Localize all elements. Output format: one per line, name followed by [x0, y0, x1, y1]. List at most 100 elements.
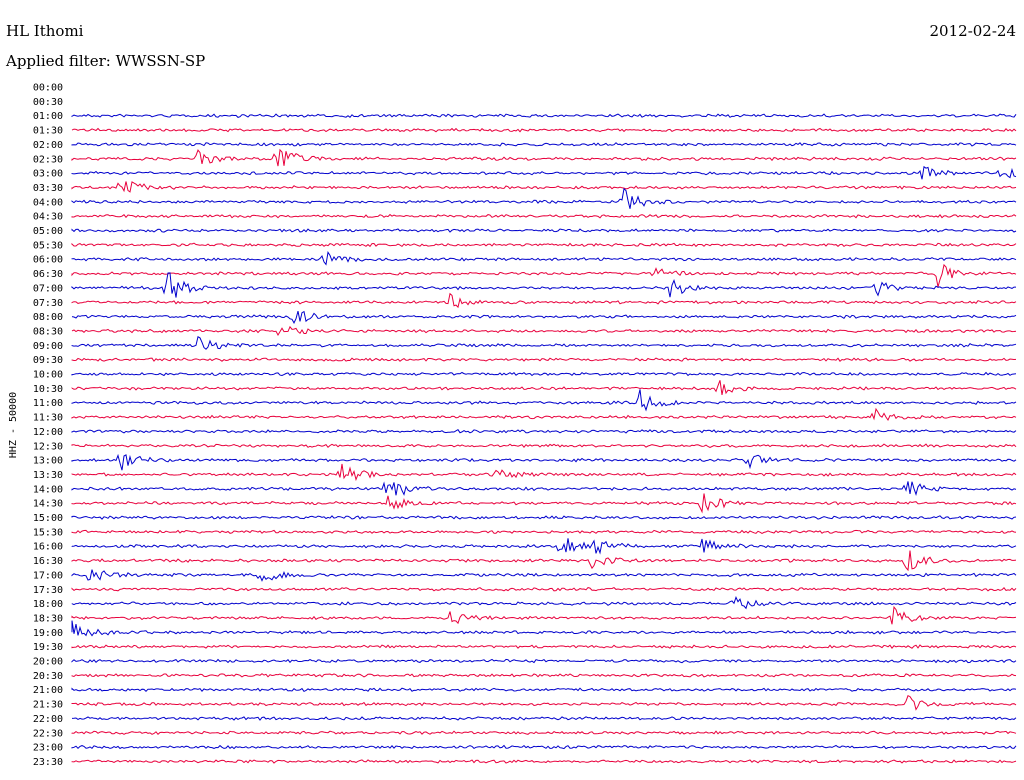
time-tick-label: 16:30	[33, 556, 63, 567]
time-tick-label: 04:30	[33, 212, 63, 223]
trace-line	[71, 620, 1017, 637]
time-tick-label: 20:30	[33, 671, 63, 682]
time-tick-label: 14:30	[33, 499, 63, 510]
trace-line	[71, 325, 1017, 337]
trace-line	[71, 181, 1017, 193]
y-axis-label: HHZ - 50000	[8, 392, 19, 458]
filter-label: Applied filter: WWSSN-SP	[5, 52, 205, 70]
time-tick-label: 11:00	[33, 398, 63, 409]
trace-line	[71, 127, 1017, 133]
trace-line	[71, 759, 1017, 764]
trace-line	[71, 272, 1016, 298]
time-tick-label: 10:00	[33, 370, 63, 381]
time-tick-label: 04:00	[33, 197, 63, 208]
trace-line	[71, 596, 1017, 610]
time-tick-label: 07:00	[33, 283, 63, 294]
trace-line	[71, 242, 1017, 248]
time-tick-label: 23:00	[33, 743, 63, 754]
trace-line	[71, 380, 1017, 395]
time-tick-label: 22:00	[33, 714, 63, 725]
time-tick-label: 09:00	[33, 341, 63, 352]
trace-line	[71, 493, 1017, 514]
trace-line	[71, 744, 1017, 750]
trace-line	[71, 658, 1017, 664]
trace-line	[71, 228, 1017, 233]
time-tick-label: 01:30	[33, 126, 63, 137]
time-tick-label: 18:00	[33, 599, 63, 610]
time-tick-label: 14:00	[33, 484, 63, 495]
time-tick-label: 08:30	[33, 326, 63, 337]
time-tick-label: 01:00	[33, 111, 63, 122]
time-tick-label: 17:30	[33, 585, 63, 596]
trace-line	[71, 371, 1017, 377]
date-label: 2012-02-24	[930, 22, 1016, 40]
trace-line	[71, 453, 1017, 471]
time-tick-label: 00:30	[33, 97, 63, 108]
trace-line	[71, 213, 1017, 219]
time-tick-label: 23:30	[33, 757, 63, 768]
trace-line	[71, 407, 1017, 422]
time-tick-label: 02:00	[33, 140, 63, 151]
trace-line	[71, 550, 1017, 572]
time-tick-label: 12:30	[33, 441, 63, 452]
time-tick-label: 00:00	[33, 83, 63, 94]
time-tick-label: 17:00	[33, 570, 63, 581]
trace-line	[71, 529, 1017, 534]
trace-line	[71, 687, 1017, 693]
trace-line	[71, 357, 1017, 362]
time-tick-label: 06:00	[33, 255, 63, 266]
time-tick-label: 19:30	[33, 642, 63, 653]
time-tick-label: 20:00	[33, 657, 63, 668]
trace-line	[71, 673, 1017, 678]
trace-line	[71, 605, 1017, 625]
trace-line	[71, 644, 1017, 650]
trace-line	[71, 538, 1017, 555]
time-tick-label: 09:30	[33, 355, 63, 366]
time-tick-label: 15:30	[33, 527, 63, 538]
time-tick-label: 05:30	[33, 240, 63, 251]
trace-line	[71, 165, 1017, 180]
trace-line	[71, 292, 1017, 309]
time-tick-label: 03:30	[33, 183, 63, 194]
trace-line	[71, 515, 1017, 520]
trace-line	[71, 113, 1017, 119]
trace-line	[71, 187, 1017, 209]
trace-line	[71, 250, 1017, 266]
time-tick-label: 16:00	[33, 542, 63, 553]
trace-line	[71, 695, 1017, 711]
time-tick-label: 21:30	[33, 700, 63, 711]
time-tick-label: 11:30	[33, 413, 63, 424]
trace-line	[71, 587, 1017, 592]
time-tick-labels: 00:00 00:30 01:00 01:30 02:00 02:30 03:00 03:30…	[33, 83, 63, 768]
trace-line	[71, 142, 1017, 147]
station-title: HL Ithomi	[6, 22, 84, 40]
time-tick-label: 12:00	[33, 427, 63, 438]
trace-line	[71, 443, 1017, 449]
trace-line	[71, 569, 1017, 582]
time-tick-label: 05:00	[33, 226, 63, 237]
trace-line	[71, 336, 1017, 350]
time-tick-label: 22:30	[33, 728, 63, 739]
time-tick-label: 19:00	[33, 628, 63, 639]
time-tick-label: 08:00	[33, 312, 63, 323]
time-tick-label: 03:00	[33, 169, 63, 180]
trace-line	[71, 263, 1017, 288]
trace-line	[71, 310, 1017, 324]
trace-group	[71, 113, 1017, 764]
time-tick-label: 15:00	[33, 513, 63, 524]
time-tick-label: 07:30	[33, 298, 63, 309]
trace-line	[71, 730, 1017, 736]
time-tick-label: 13:30	[33, 470, 63, 481]
time-tick-label: 13:00	[33, 456, 63, 467]
trace-line	[71, 389, 1017, 412]
time-tick-label: 18:30	[33, 613, 63, 624]
trace-line	[71, 463, 1017, 482]
time-tick-label: 02:30	[33, 154, 63, 165]
trace-line	[71, 716, 1017, 721]
time-tick-label: 10:30	[33, 384, 63, 395]
time-tick-label: 21:00	[33, 685, 63, 696]
trace-line	[71, 481, 1017, 496]
trace-line	[71, 429, 1017, 434]
trace-line	[71, 148, 1017, 167]
